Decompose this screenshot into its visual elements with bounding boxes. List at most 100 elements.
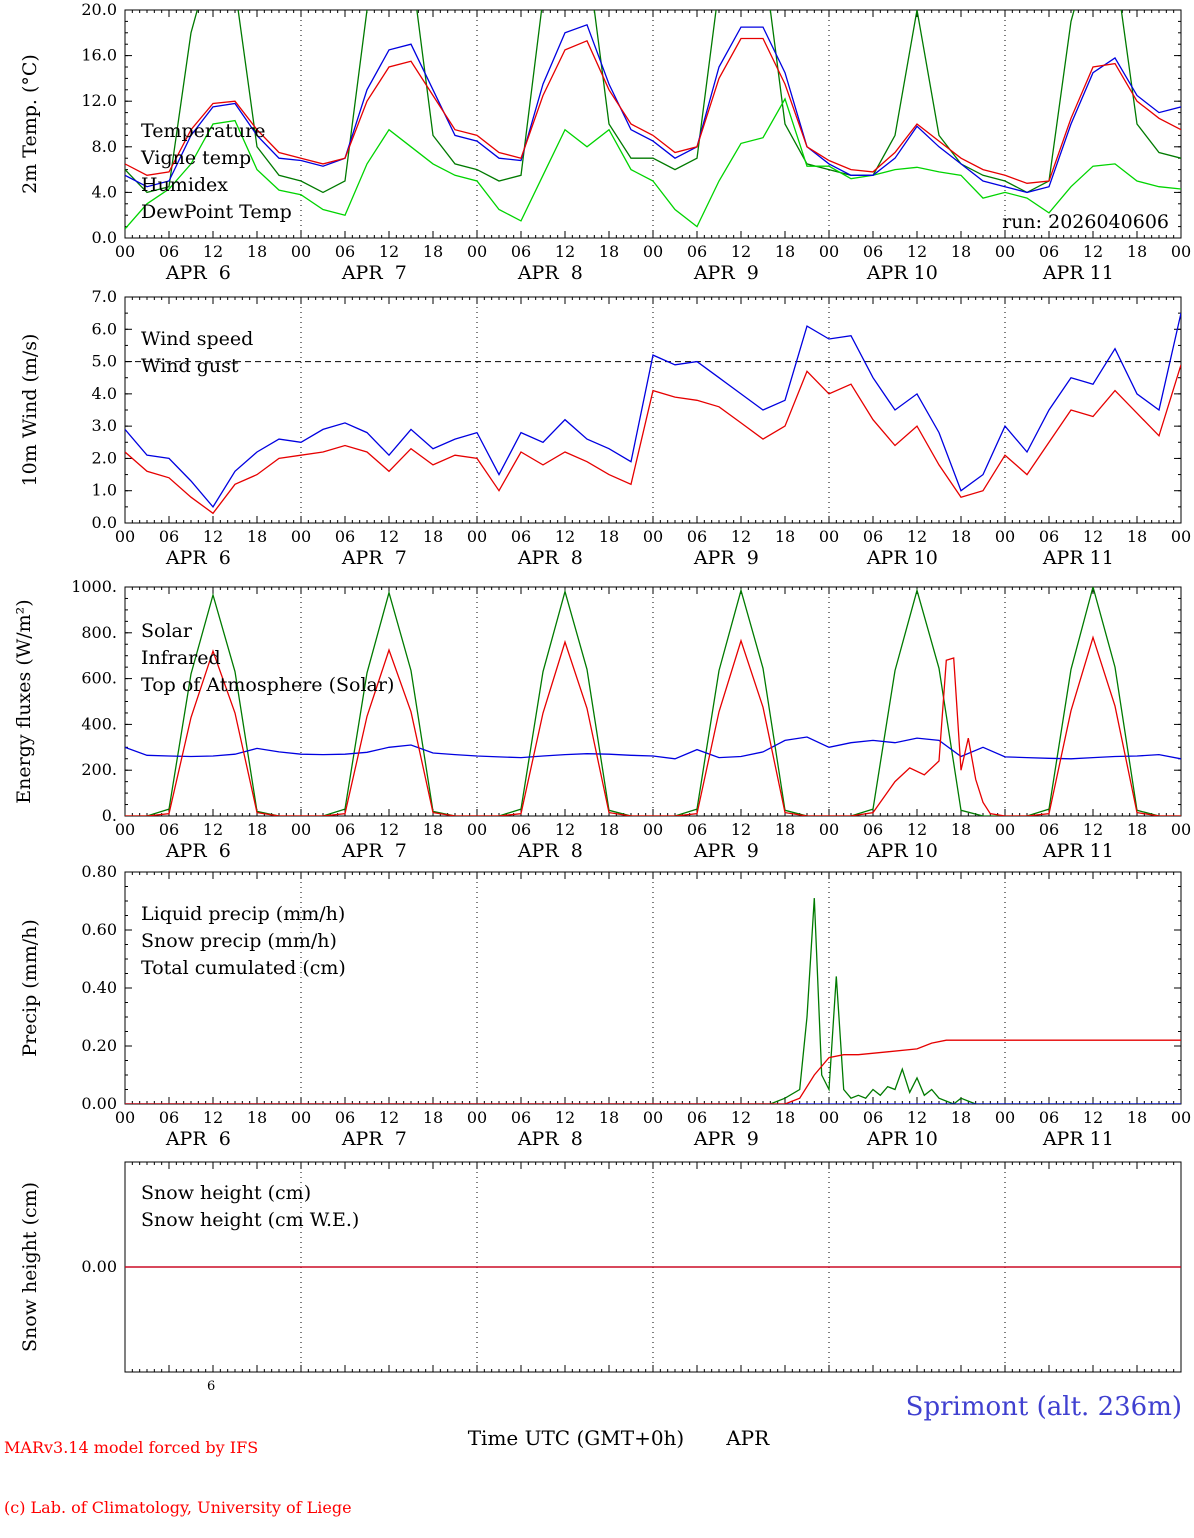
- x-tick-label: 12: [555, 820, 575, 839]
- x-tick-label: 00: [291, 820, 311, 839]
- x-tick-label: 06: [335, 242, 355, 261]
- series-vigne-temp: [125, 10, 1181, 194]
- y-ticks: [125, 296, 1181, 524]
- day-label: APR 8: [517, 262, 583, 284]
- series-dewpoint-temp: [125, 97, 1181, 230]
- legend-precip-2: Total cumulated (cm): [141, 957, 346, 979]
- y-tick-label: 400.: [81, 714, 117, 733]
- day-label: APR 9: [693, 262, 759, 284]
- series-temperature: [125, 37, 1181, 184]
- x-tick-label: 00: [995, 242, 1015, 261]
- x-tick-label: 12: [1083, 820, 1103, 839]
- x-tick-label: 12: [1083, 242, 1103, 261]
- footnote-mark: 6: [207, 1379, 216, 1394]
- x-tick-label: 18: [1127, 527, 1147, 546]
- x-tick-label: 06: [1039, 527, 1059, 546]
- time-axis-caption: Time UTC (GMT+0h) APR: [455, 1402, 769, 1450]
- x-tick-label: 06: [1039, 1108, 1059, 1127]
- x-tick-label: 12: [379, 242, 399, 261]
- y-tick-label: 3.0: [92, 416, 117, 435]
- y-tick-label: 600.: [81, 669, 117, 688]
- x-tick-label: 18: [599, 820, 619, 839]
- x-tick-label: 00: [115, 242, 135, 261]
- day-label: APR 8: [517, 547, 583, 569]
- x-tick-label: 12: [731, 1108, 751, 1127]
- x-tick-label: 12: [555, 1108, 575, 1127]
- series-total-cumulated: [125, 1039, 1181, 1104]
- legend-wind-1: Wind gust: [141, 355, 239, 377]
- y-axis-title: Energy fluxes (W/m²): [13, 599, 35, 803]
- x-tick-label: 12: [379, 1108, 399, 1127]
- day-label: APR 10: [866, 262, 938, 284]
- chart-panel-precip: 00 06 12 18 00 06 12 18 00 06 12 18 00 06 12 18 00 06 12 18…: [19, 862, 1191, 1150]
- x-tick-label: 12: [907, 1108, 927, 1127]
- day-label: APR 8: [517, 840, 583, 862]
- x-tick-label: 06: [687, 1108, 707, 1127]
- x-tick-label: 00: [643, 242, 663, 261]
- legend-energy-fluxes-1: Infrared: [141, 647, 221, 669]
- x-tick-label: 00: [467, 527, 487, 546]
- x-tick-label: 18: [423, 527, 443, 546]
- legend-wind-0: Wind speed: [141, 328, 253, 350]
- x-tick-label: 12: [907, 527, 927, 546]
- day-label: APR 9: [693, 547, 759, 569]
- x-tick-label: 18: [1127, 1108, 1147, 1127]
- x-tick-label: 18: [247, 820, 267, 839]
- x-tick-label: 18: [1127, 242, 1147, 261]
- model-credit-line2: (c) Lab. of Climatology, University of L…: [4, 1498, 352, 1517]
- x-tick-label: 12: [379, 820, 399, 839]
- y-tick-label: 0.20: [81, 1036, 117, 1055]
- x-ticks: [124, 872, 1182, 1104]
- day-label: APR 7: [341, 262, 407, 284]
- day-label: APR 7: [341, 547, 407, 569]
- x-tick-label: 18: [951, 527, 971, 546]
- x-tick-label: 00: [1171, 1108, 1191, 1127]
- x-tick-label: 06: [863, 1108, 883, 1127]
- y-tick-label: 200.: [81, 760, 117, 779]
- x-tick-label: 06: [863, 527, 883, 546]
- day-label: APR 11: [1042, 1128, 1114, 1150]
- x-tick-label: 00: [995, 820, 1015, 839]
- x-tick-label: 12: [1083, 527, 1103, 546]
- x-tick-label: 06: [863, 242, 883, 261]
- legend-energy-fluxes-2: Top of Atmosphere (Solar): [141, 674, 394, 696]
- series-solar: [125, 635, 1181, 816]
- legend-precip-0: Liquid precip (mm/h): [141, 903, 345, 925]
- day-label: APR 6: [165, 840, 231, 862]
- x-tick-label: 18: [775, 820, 795, 839]
- y-axis-title: 2m Temp. (°C): [19, 54, 41, 194]
- x-tick-label: 12: [731, 820, 751, 839]
- day-label: APR 9: [693, 840, 759, 862]
- day-label: APR 10: [866, 1128, 938, 1150]
- x-tick-label: 18: [951, 1108, 971, 1127]
- plot-frame: [124, 586, 1182, 817]
- series-humidex: [125, 23, 1181, 194]
- y-tick-label: 0.40: [81, 978, 117, 997]
- x-tick-label: 12: [731, 527, 751, 546]
- x-tick-label: 00: [291, 527, 311, 546]
- meteogram: 00 06 12 18 00 06 12 18 00 06 12 18 00 06 12 18 00 06 12 18…: [13, 0, 1191, 1373]
- x-tick-label: 18: [423, 820, 443, 839]
- run-label: run: 2026040606: [1002, 211, 1169, 233]
- x-tick-label: 18: [423, 1108, 443, 1127]
- y-tick-label: 12.0: [81, 91, 117, 110]
- x-tick-label: 12: [203, 820, 223, 839]
- day-label: APR 11: [1042, 262, 1114, 284]
- series-wind-speed: [125, 364, 1181, 515]
- x-tick-label: 06: [687, 820, 707, 839]
- x-tick-label: 00: [643, 820, 663, 839]
- x-tick-label: 06: [159, 820, 179, 839]
- plot-frame: [124, 296, 1182, 524]
- day-label: APR 10: [866, 547, 938, 569]
- y-tick-label: 0.00: [81, 1094, 117, 1113]
- x-tick-label: 12: [1083, 1108, 1103, 1127]
- x-tick-label: 06: [511, 242, 531, 261]
- x-tick-label: 12: [731, 242, 751, 261]
- x-tick-label: 00: [467, 242, 487, 261]
- model-credit-line1: MARv3.14 model forced by IFS: [4, 1438, 259, 1457]
- legend-temperature-0: Temperature: [141, 120, 265, 142]
- x-tick-label: 18: [599, 527, 619, 546]
- day-label: APR 11: [1042, 547, 1114, 569]
- legend-temperature-2: Humidex: [141, 174, 228, 196]
- y-tick-label: 8.0: [92, 137, 117, 156]
